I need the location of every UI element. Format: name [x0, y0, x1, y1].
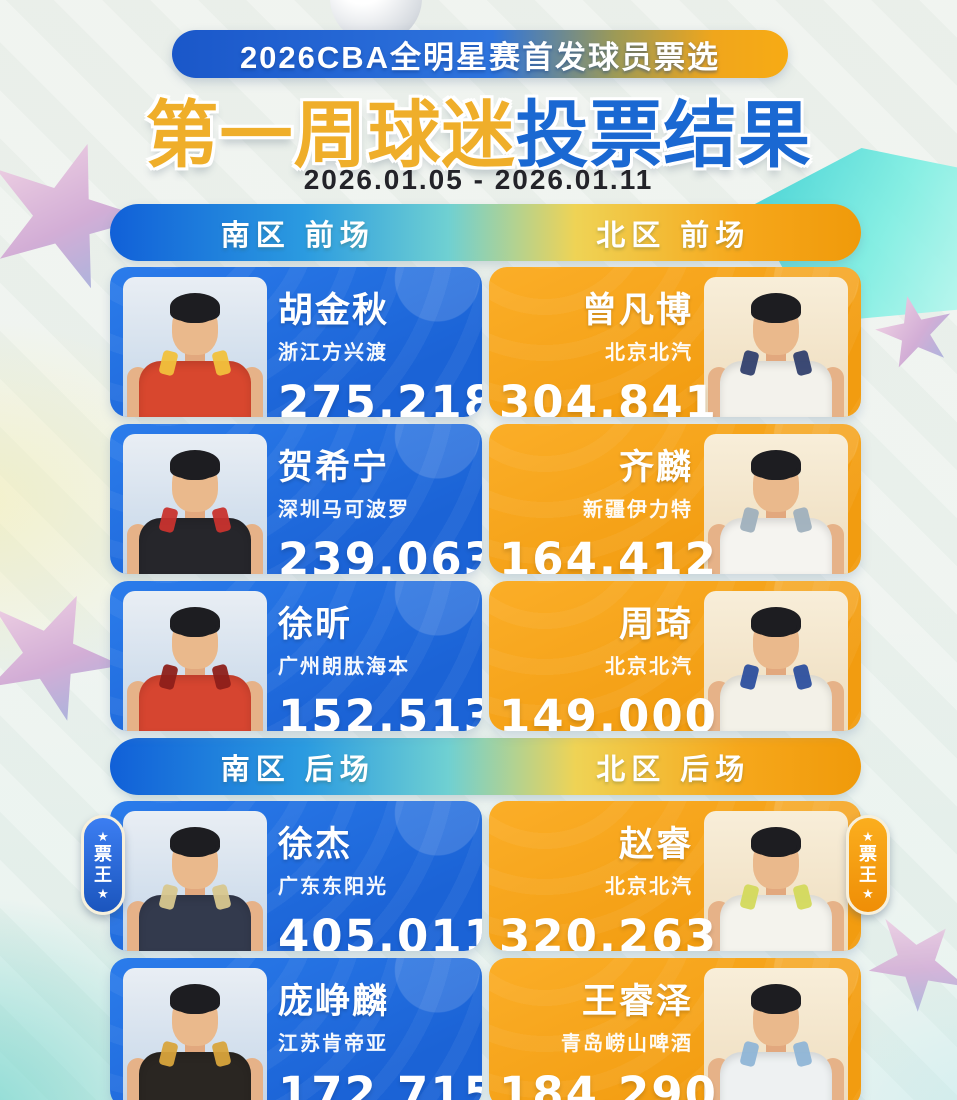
player-votes: 320,263 [499, 910, 718, 951]
player-photo [704, 434, 848, 574]
north-frontcourt-label: 北区 前场 [596, 219, 751, 252]
star-icon: ★ [862, 886, 874, 901]
player-photo [704, 968, 848, 1100]
player-name: 周琦 [618, 605, 693, 644]
player-team: 广州朗肽海本 [278, 656, 410, 678]
player-avatar [123, 434, 267, 574]
player-card-south: 庞峥麟 江苏肯帝亚 172,715 [110, 958, 482, 1100]
player-team: 广东东阳光 [278, 876, 388, 898]
section-header-backcourt: 南区 后场 北区 后场 [110, 738, 861, 795]
player-photo [123, 591, 267, 731]
player-avatar [704, 591, 848, 731]
player-name: 曾凡博 [581, 291, 693, 330]
page-title: 第一周球迷投票结果 [0, 76, 957, 182]
player-card-south: 徐杰 广东东阳光 405,011 [110, 801, 482, 951]
player-name: 齐麟 [618, 448, 693, 487]
player-votes: 304,841 [499, 376, 718, 417]
player-card-north: 曾凡博 北京北汽 304,841 [489, 267, 861, 417]
player-team: 北京北汽 [605, 342, 693, 364]
star-icon: ★ [97, 886, 109, 901]
player-card-north: 周琦 北京北汽 149,000 [489, 581, 861, 731]
player-card-north: 齐麟 新疆伊力特 164,412 [489, 424, 861, 574]
player-votes: 184,290 [499, 1067, 718, 1100]
player-avatar [704, 277, 848, 417]
event-banner: 2026CBA全明星赛首发球员票选 [172, 30, 788, 78]
player-card-north: 王睿泽 青岛崂山啤酒 184,290 [489, 958, 861, 1100]
player-votes: 172,715 [278, 1067, 482, 1100]
result-row: ★ 票 王 ★ 徐杰 广东东阳 [81, 801, 890, 951]
player-avatar [123, 591, 267, 731]
south-frontcourt-label: 南区 前场 [220, 219, 375, 252]
event-banner-text: 2026CBA全明星赛首发球员票选 [239, 39, 721, 75]
player-team: 深圳马可波罗 [278, 499, 410, 521]
player-photo [123, 434, 267, 574]
player-votes: 152,513 [278, 690, 482, 731]
page-title-rest: 投票结果 [515, 95, 812, 176]
player-team: 北京北汽 [605, 876, 693, 898]
player-photo [704, 811, 848, 951]
player-team: 浙江方兴渡 [278, 342, 388, 364]
north-backcourt-label: 北区 后场 [596, 753, 751, 786]
player-card-north: 赵睿 北京北汽 320,263 [489, 801, 861, 951]
player-photo [704, 277, 848, 417]
player-photo [123, 968, 267, 1100]
star-icon: ★ [862, 829, 874, 844]
player-votes: 149,000 [499, 690, 718, 731]
player-name: 王睿泽 [581, 982, 693, 1021]
player-avatar [704, 811, 848, 951]
result-row: 贺希宁 深圳马可波罗 239,063 齐 [110, 424, 861, 574]
player-card-south: 胡金秋 浙江方兴渡 275,218 [110, 267, 482, 417]
player-avatar [704, 434, 848, 574]
player-team: 北京北汽 [605, 656, 693, 678]
player-avatar [123, 968, 267, 1100]
player-votes: 405,011 [278, 910, 482, 951]
player-team: 青岛崂山啤酒 [561, 1033, 693, 1055]
vote-king-badge-south: ★ 票 王 ★ [81, 815, 125, 915]
player-team: 江苏肯帝亚 [278, 1033, 388, 1055]
result-row: 徐昕 广州朗肽海本 152,513 周琦 [110, 581, 861, 731]
page-title-highlight: 第一周球迷 [145, 95, 516, 176]
results-grid: 南区 前场 北区 前场 胡金秋 浙江方兴渡 [81, 204, 890, 1100]
south-backcourt-label: 南区 后场 [220, 753, 375, 786]
player-name: 庞峥麟 [278, 982, 390, 1021]
player-card-south: 徐昕 广州朗肽海本 152,513 [110, 581, 482, 731]
player-card-south: 贺希宁 深圳马可波罗 239,063 [110, 424, 482, 574]
player-avatar [123, 811, 267, 951]
player-name: 徐杰 [278, 825, 353, 864]
player-votes: 275,218 [278, 376, 482, 417]
player-votes: 164,412 [499, 533, 718, 574]
section-header-frontcourt: 南区 前场 北区 前场 [110, 204, 861, 261]
player-team: 新疆伊力特 [583, 499, 693, 521]
player-name: 徐昕 [278, 605, 353, 644]
player-avatar [123, 277, 267, 417]
date-range: 2026.01.05 - 2026.01.11 [303, 164, 654, 195]
player-votes: 239,063 [278, 533, 482, 574]
vote-king-badge-north: ★ 票 王 ★ [846, 815, 890, 915]
player-photo [123, 277, 267, 417]
player-photo [704, 591, 848, 731]
player-photo [123, 811, 267, 951]
result-row: 庞峥麟 江苏肯帝亚 172,715 王睿 [110, 958, 861, 1100]
player-name: 胡金秋 [278, 291, 390, 330]
player-avatar [704, 968, 848, 1100]
player-name: 赵睿 [618, 825, 693, 864]
player-name: 贺希宁 [278, 448, 390, 487]
result-row: 胡金秋 浙江方兴渡 275,218 曾凡 [110, 267, 861, 417]
star-icon: ★ [97, 829, 109, 844]
